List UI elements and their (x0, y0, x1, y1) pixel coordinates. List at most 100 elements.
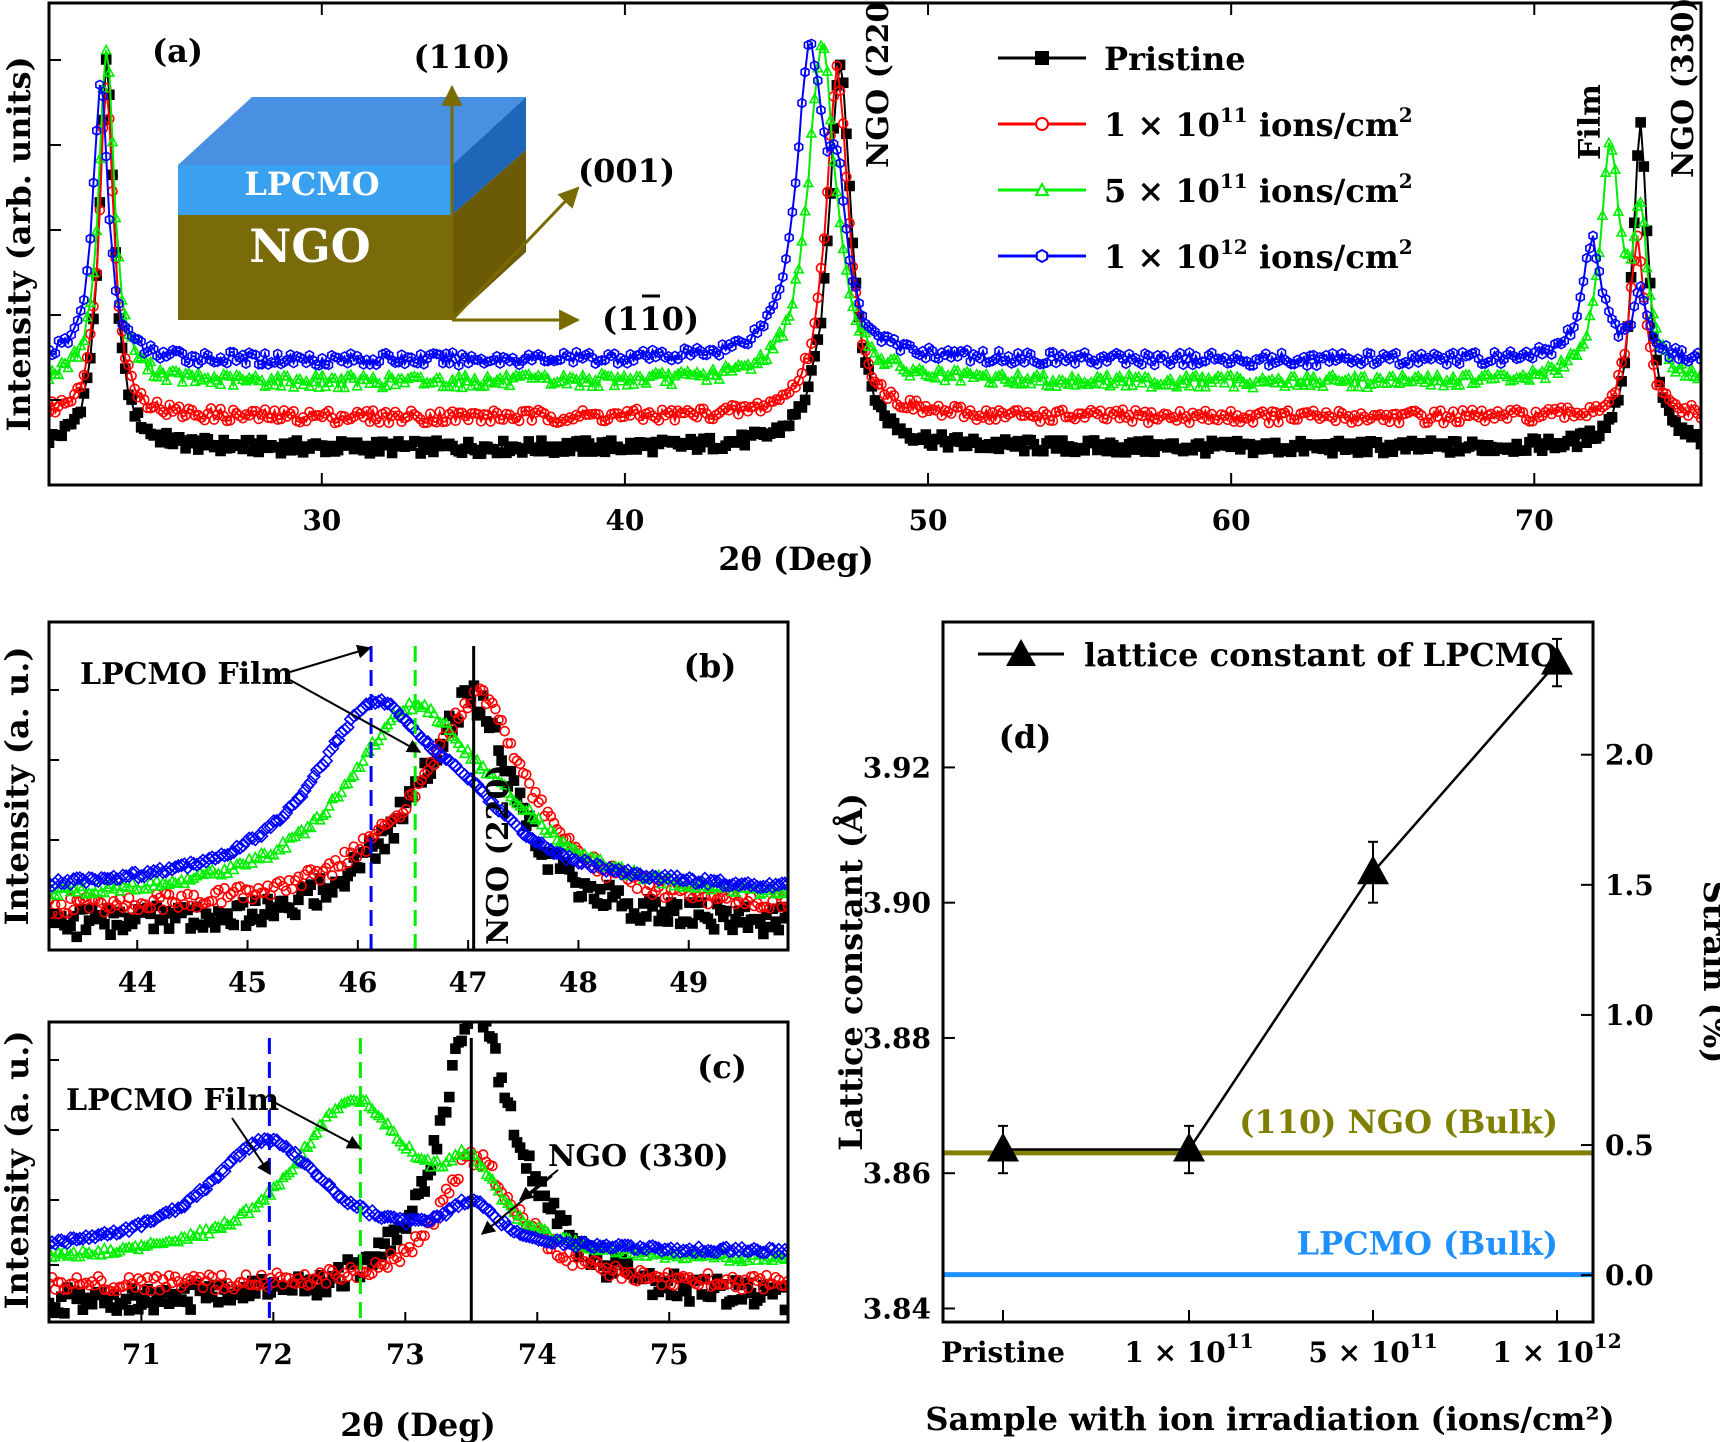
x-tick-label-1-3: 47 (449, 966, 488, 999)
zoom-series-0 (49, 680, 788, 943)
film-label: Film (1573, 84, 1608, 160)
legend-marker-1 (1035, 117, 1050, 131)
panel-c-film-arrow-1 (231, 1117, 271, 1176)
axis-1-10-label: (110) (602, 300, 699, 338)
y-tick-label-d-0: 3.84 (863, 1292, 931, 1325)
panel-b-frame (47, 620, 790, 952)
y-tick-right-label-d-2: 1.0 (1605, 999, 1654, 1032)
x-tick-label-2-2: 73 (386, 1338, 425, 1371)
ngo-front-face (178, 215, 452, 320)
panel-c-ngo-arrow-2 (480, 1175, 553, 1235)
panel-c: 71 72 73 74 75 2θ (Deg) Intensity (a. u.) (c… (0, 1020, 790, 1442)
layer-schematic: LPCMO NGO (110) (001) (110) (178, 38, 699, 338)
x-tick-label-a-4: 70 (1515, 504, 1554, 537)
panel-d-ylabel: Lattice constant (Å) (832, 793, 870, 1151)
panel-c-tag: (c) (697, 1048, 747, 1086)
y-tick-right-label-d-4: 2.0 (1605, 739, 1654, 772)
reference-label-0: (110) NGO (Bulk) (1239, 1103, 1558, 1141)
lpcmo-top-face (178, 97, 526, 165)
panel-c-xlabel: 2θ (Deg) (340, 1406, 496, 1442)
ngo-330-label: NGO (330) (1666, 0, 1701, 178)
panel-a-ylabel: Intensity (arb. units) (0, 56, 38, 431)
lattice-point-3 (1541, 645, 1573, 675)
panel-b-film-arrow-1 (289, 644, 372, 673)
x-tick-label-d-3: 1 × 1012 (1492, 1329, 1621, 1369)
lattice-point-1 (1173, 1132, 1205, 1162)
legend-label-3: 1 × 1012 ions/cm2 (1104, 235, 1413, 276)
legend-d-marker (1006, 639, 1036, 666)
panel-b-ngo-label: NGO (220) (481, 764, 516, 945)
panel-b-ylabel: Intensity (a. u.) (0, 646, 36, 925)
series-0 (49, 54, 1701, 459)
legend-a: Pristine 1 × 1011 ions/cm2 5 × 1011 ions/c… (998, 40, 1413, 276)
legend-marker-2 (1034, 181, 1050, 197)
lattice-point-0 (987, 1132, 1019, 1162)
legend-marker-0 (1035, 51, 1049, 65)
lpcmo-front-face (178, 165, 452, 215)
zoom-markers-2 (49, 1093, 788, 1267)
legend-marker-3 (1035, 248, 1049, 264)
panel-d-tag: (d) (999, 718, 1052, 756)
series-markers-1 (49, 60, 1701, 429)
y-tick-label-d-1: 3.86 (863, 1157, 931, 1190)
y-tick-label-d-3: 3.90 (863, 887, 931, 920)
x-tick-label-1-0: 44 (118, 966, 157, 999)
x-tick-label-2-4: 75 (650, 1338, 689, 1371)
zoom-markers-2 (49, 696, 788, 901)
x-tick-label-1-2: 46 (338, 966, 377, 999)
series-markers-0 (49, 54, 1701, 459)
panel-a-xlabel: 2θ (Deg) (718, 540, 874, 578)
x-tick-label-a-2: 50 (909, 504, 948, 537)
panel-c-film-arrow-2 (269, 1099, 362, 1149)
panel-d: (110) NGO (Bulk) LPCMO (Bulk) 3.84 3.86 3.8… (832, 620, 1720, 1438)
inset-lpcmo-label: LPCMO (244, 165, 379, 203)
panel-a: 30 40 50 60 70 2θ (Deg) Intensity (arb. unit… (0, 0, 1703, 578)
panel-d-ylabel-right: Strain (%) (1696, 881, 1720, 1064)
series-markers-3 (49, 38, 1701, 372)
zoom-series-3 (49, 692, 788, 895)
series-1 (49, 60, 1701, 429)
x-tick-label-1-4: 48 (559, 966, 598, 999)
panel-b: 44 45 46 47 48 49 Intensity (a. u.) (b) LPCMO… (0, 620, 790, 999)
zoom-markers-3 (49, 1132, 788, 1261)
legend-label-0: Pristine (1104, 40, 1246, 78)
zoom-markers-0 (49, 680, 788, 943)
x-tick-label-1-5: 49 (669, 966, 708, 999)
panel-b-tag: (b) (684, 647, 737, 685)
y-tick-right-label-d-0: 0.0 (1605, 1259, 1654, 1292)
legend-label-2: 5 × 1011 ions/cm2 (1104, 169, 1413, 210)
legend-d-label: lattice constant of LPCMO (1084, 636, 1558, 674)
x-tick-label-2-3: 74 (518, 1338, 557, 1371)
panel-d-frame (941, 620, 1595, 1324)
series-markers-2 (49, 39, 1701, 393)
inset-ngo-label: NGO (249, 219, 370, 273)
axis-001-label: (001) (578, 152, 675, 190)
x-tick-label-d-0: Pristine (941, 1336, 1065, 1369)
ngo-220-label: NGO (220) (861, 0, 896, 168)
panel-d-xlabel: Sample with ion irradiation (ions/cm²) (925, 1400, 1614, 1438)
series-3 (49, 38, 1701, 372)
lattice-point-2 (1357, 855, 1389, 885)
y-tick-right-label-d-3: 1.5 (1605, 869, 1654, 902)
panel-b-film-label: LPCMO Film (80, 657, 293, 692)
x-tick-label-1-1: 45 (228, 966, 267, 999)
x-tick-label-a-0: 30 (302, 504, 341, 537)
zoom-series-2 (49, 696, 788, 901)
y-tick-label-d-4: 3.92 (863, 751, 931, 784)
panel-c-ylabel: Intensity (a. u.) (0, 1030, 36, 1309)
axis-001-arrow (450, 186, 580, 322)
x-tick-label-d-1: 1 × 1011 (1124, 1329, 1253, 1369)
panel-c-ngo-label: NGO (330) (548, 1139, 729, 1174)
series-2 (49, 39, 1701, 393)
panel-a-frame (47, 1, 1703, 487)
lattice-line (1003, 661, 1558, 1151)
legend-label-1: 1 × 1011 ions/cm2 (1104, 103, 1413, 144)
panel-c-ngo-arrow-1 (518, 1169, 559, 1201)
panel-b-film-arrow-2 (289, 679, 422, 753)
y-tick-label-d-2: 3.88 (863, 1022, 931, 1055)
legend-d: lattice constant of LPCMO (978, 636, 1558, 674)
panel-a-tag: (a) (152, 32, 203, 70)
zoom-series-2 (49, 1093, 788, 1267)
x-tick-label-2-0: 71 (122, 1338, 161, 1371)
